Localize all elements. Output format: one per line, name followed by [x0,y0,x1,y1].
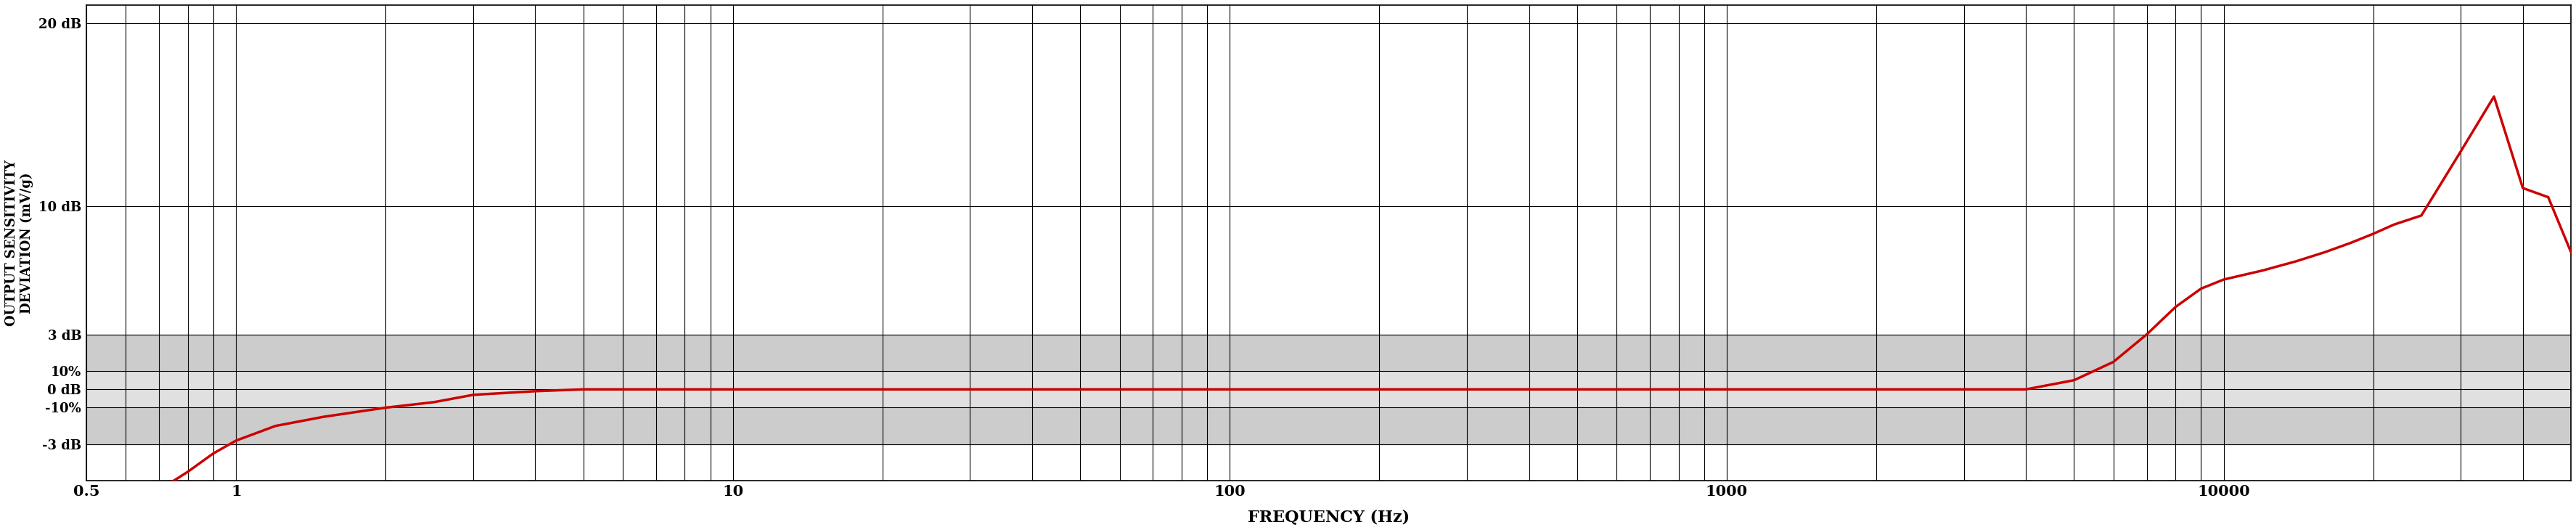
Y-axis label: OUTPUT SENSITIVITY
DEVIATION (mV/g): OUTPUT SENSITIVITY DEVIATION (mV/g) [5,160,33,326]
Bar [88,334,2571,444]
X-axis label: FREQUENCY (Hz): FREQUENCY (Hz) [1247,509,1409,525]
Bar [88,371,2571,408]
